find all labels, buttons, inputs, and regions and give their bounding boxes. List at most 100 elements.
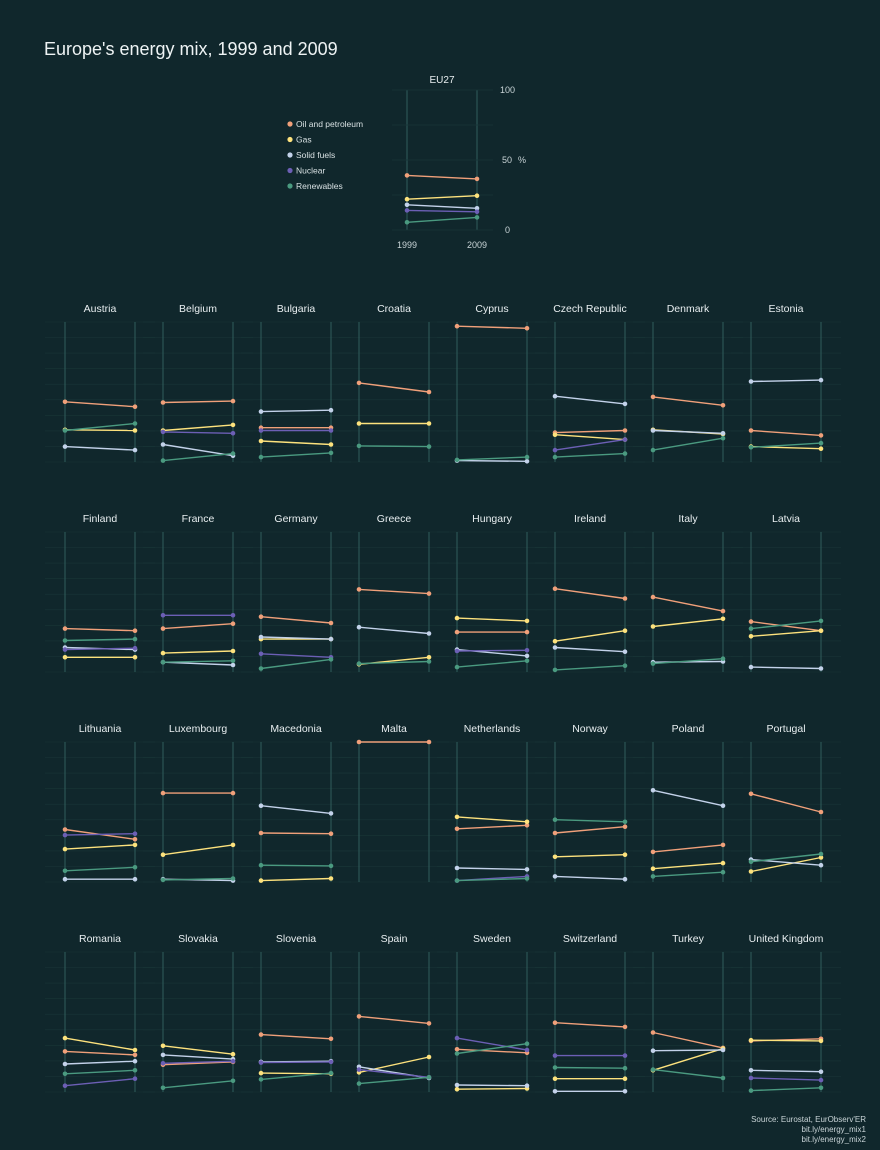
eu27-nuclear-point-1999 bbox=[404, 208, 410, 213]
macedonia-renewables-line bbox=[260, 864, 332, 867]
romania-solid-fuels-line bbox=[64, 1060, 136, 1065]
norway-oil-and-petroleum-point-1999 bbox=[552, 830, 558, 836]
latvia-renewables-point-1999 bbox=[748, 626, 754, 631]
switzerland-renewables-point-1999 bbox=[552, 1065, 558, 1070]
cyprus-renewables-point-1999 bbox=[454, 457, 460, 463]
united-kingdom-renewables-point-1999 bbox=[748, 1088, 754, 1093]
panel-title: Turkey bbox=[672, 933, 704, 945]
cyprus-solid-fuels-point-2009 bbox=[524, 459, 530, 464]
austria-solid-fuels-point-1999 bbox=[62, 444, 68, 449]
lithuania-renewables-point-2009 bbox=[132, 865, 138, 870]
denmark-solid-fuels-point-1999 bbox=[650, 428, 656, 433]
latvia-solid-fuels-point-2009 bbox=[818, 666, 824, 671]
romania-oil-and-petroleum-line bbox=[64, 1050, 136, 1056]
germany-oil-and-petroleum-point-2009 bbox=[328, 620, 334, 626]
panel-title: Portugal bbox=[766, 723, 805, 735]
france-solid-fuels-point-2009 bbox=[230, 662, 236, 668]
poland-solid-fuels-point-1999 bbox=[650, 788, 656, 793]
turkey-gas-line bbox=[652, 1047, 724, 1071]
panel-title: Finland bbox=[83, 513, 118, 525]
hungary-solid-fuels-point-2009 bbox=[524, 653, 530, 659]
finland-oil-and-petroleum-point-1999 bbox=[62, 626, 68, 631]
panel-finland: Finland bbox=[45, 513, 155, 673]
lithuania-gas-line bbox=[64, 844, 136, 850]
sweden-gas-point-1999 bbox=[454, 1086, 460, 1092]
norway-gas-line bbox=[554, 854, 626, 858]
czech-republic-oil-and-petroleum-point-2009 bbox=[622, 428, 628, 433]
romania-renewables-point-2009 bbox=[132, 1068, 138, 1073]
turkey-solid-fuels-line bbox=[652, 1049, 724, 1052]
slovenia-renewables-point-2009 bbox=[328, 1070, 334, 1076]
panel-italy: Italy bbox=[633, 513, 743, 673]
italy-renewables-point-1999 bbox=[650, 661, 656, 666]
switzerland-gas-point-1999 bbox=[552, 1076, 558, 1081]
luxembourg-gas-point-1999 bbox=[160, 852, 166, 857]
hungary-gas-point-2009 bbox=[524, 618, 530, 624]
panel-title: Belgium bbox=[179, 303, 217, 315]
greece-oil-and-petroleum-point-2009 bbox=[426, 591, 432, 596]
finland-nuclear-point-2009 bbox=[132, 645, 138, 651]
panel-greece: Greece bbox=[339, 513, 449, 673]
spain-renewables-point-2009 bbox=[426, 1075, 432, 1080]
austria-renewables-line bbox=[64, 422, 136, 432]
legend-solid-fuels-label: Solid fuels bbox=[296, 150, 335, 160]
source-link-1[interactable]: bit.ly/energy_mix1 bbox=[801, 1125, 866, 1134]
page-title: Europe's energy mix, 1999 and 2009 bbox=[44, 39, 338, 59]
belgium-solid-fuels-point-1999 bbox=[160, 442, 166, 447]
y-tick-label: 50 bbox=[502, 155, 512, 165]
france-gas-point-1999 bbox=[160, 650, 166, 656]
switzerland-solid-fuels-point-2009 bbox=[622, 1089, 628, 1094]
ireland-oil-and-petroleum-point-2009 bbox=[622, 596, 628, 601]
portugal-renewables-point-1999 bbox=[748, 859, 754, 864]
panel-title: Switzerland bbox=[563, 933, 617, 945]
poland-oil-and-petroleum-line bbox=[652, 844, 724, 853]
cyprus-solid-fuels-line bbox=[456, 459, 528, 462]
italy-gas-point-2009 bbox=[720, 616, 726, 622]
panel-title: Denmark bbox=[667, 303, 710, 315]
panel-portugal: Portugal bbox=[731, 723, 841, 883]
portugal-renewables-line bbox=[750, 853, 822, 863]
panel-belgium: Belgium bbox=[143, 303, 253, 463]
macedonia-gas-point-1999 bbox=[258, 878, 264, 883]
poland-gas-point-2009 bbox=[720, 860, 726, 866]
panel-hungary: Hungary bbox=[437, 513, 547, 673]
romania-oil-and-petroleum-point-1999 bbox=[62, 1049, 68, 1054]
panel-luxembourg: Luxembourg bbox=[143, 723, 253, 883]
macedonia-oil-and-petroleum-point-2009 bbox=[328, 831, 334, 836]
netherlands-oil-and-petroleum-line bbox=[456, 824, 528, 830]
sweden-nuclear-line bbox=[456, 1037, 528, 1051]
spain-oil-and-petroleum-line bbox=[358, 1015, 430, 1025]
romania-gas-point-1999 bbox=[62, 1035, 68, 1041]
hungary-renewables-line bbox=[456, 660, 528, 668]
hungary-renewables-point-1999 bbox=[454, 664, 460, 670]
greece-oil-and-petroleum-point-1999 bbox=[356, 587, 362, 592]
macedonia-solid-fuels-point-1999 bbox=[258, 803, 264, 808]
panel-czech-republic: Czech Republic bbox=[535, 303, 645, 463]
panel-title: Malta bbox=[381, 723, 407, 735]
bulgaria-solid-fuels-point-2009 bbox=[328, 407, 334, 413]
slovakia-solid-fuels-line bbox=[162, 1054, 234, 1060]
panel-ireland: Ireland bbox=[535, 513, 645, 673]
panel-title: Macedonia bbox=[270, 723, 322, 735]
luxembourg-renewables-point-1999 bbox=[160, 877, 166, 883]
slovakia-renewables-point-1999 bbox=[160, 1085, 166, 1091]
panel-title: Luxembourg bbox=[169, 723, 228, 735]
panel-slovakia: Slovakia bbox=[143, 933, 253, 1093]
germany-oil-and-petroleum-line bbox=[260, 616, 332, 624]
panel-title: Romania bbox=[79, 933, 121, 945]
hungary-gas-line bbox=[456, 617, 528, 622]
eu27-gas-point-1999 bbox=[404, 196, 410, 202]
panel-bulgaria: Bulgaria bbox=[241, 303, 351, 463]
source-link-2[interactable]: bit.ly/energy_mix2 bbox=[801, 1135, 866, 1144]
eu27-solid-fuels-point-2009 bbox=[474, 206, 480, 211]
czech-republic-gas-line bbox=[554, 434, 626, 441]
panel-macedonia: Macedonia bbox=[241, 723, 351, 883]
france-nuclear-point-2009 bbox=[230, 613, 236, 618]
romania-solid-fuels-point-1999 bbox=[62, 1061, 68, 1067]
romania-oil-and-petroleum-point-2009 bbox=[132, 1052, 138, 1058]
panel-austria: Austria bbox=[45, 303, 155, 463]
legend-nuclear-label: Nuclear bbox=[296, 166, 325, 176]
latvia-renewables-line bbox=[750, 620, 822, 630]
portugal-oil-and-petroleum-point-2009 bbox=[818, 809, 824, 815]
italy-gas-line bbox=[652, 618, 724, 628]
